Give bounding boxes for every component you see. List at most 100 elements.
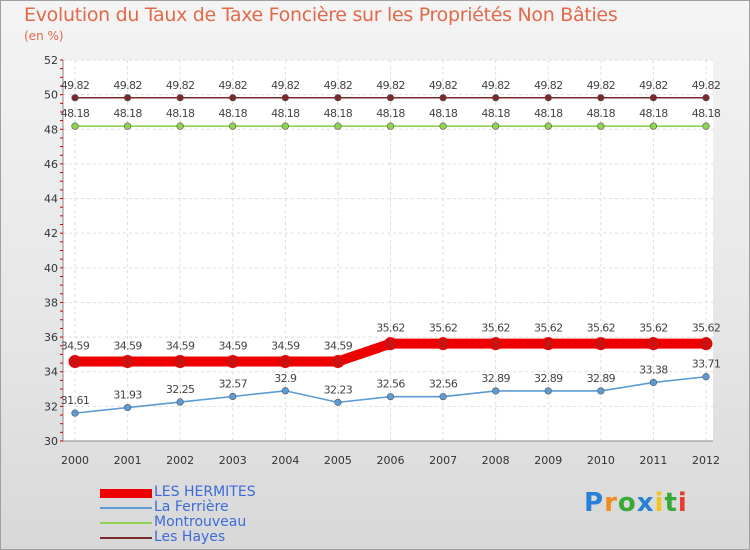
data-label: 49.82 bbox=[324, 79, 353, 92]
y-tick-label: 40 bbox=[44, 262, 58, 275]
y-tick-label: 42 bbox=[44, 227, 58, 240]
data-label: 35.62 bbox=[692, 322, 721, 335]
data-label: 34.59 bbox=[271, 340, 300, 353]
data-point bbox=[597, 387, 605, 395]
data-point bbox=[281, 94, 289, 102]
x-tick-label: 2011 bbox=[639, 454, 667, 467]
data-label: 34.59 bbox=[324, 340, 353, 353]
data-label: 48.18 bbox=[429, 107, 458, 120]
data-point bbox=[71, 409, 79, 417]
data-point bbox=[229, 392, 237, 401]
data-label: 49.82 bbox=[376, 79, 405, 92]
x-tick-label: 2010 bbox=[587, 454, 615, 467]
data-label: 34.59 bbox=[166, 340, 195, 353]
data-point bbox=[436, 337, 450, 351]
x-tick-label: 2002 bbox=[166, 454, 194, 467]
legend-swatch bbox=[100, 489, 152, 498]
y-tick-label: 50 bbox=[44, 89, 58, 102]
data-label: 32.9 bbox=[274, 372, 297, 385]
data-point bbox=[386, 393, 395, 401]
data-point bbox=[71, 122, 79, 130]
data-point bbox=[492, 122, 500, 130]
data-point bbox=[439, 393, 447, 401]
x-tick-label: 2009 bbox=[534, 454, 562, 467]
logo-letter: r bbox=[604, 488, 618, 518]
data-point bbox=[334, 398, 342, 406]
chart-title: Evolution du Taux de Taxe Foncière sur l… bbox=[24, 4, 618, 26]
data-label: 49.82 bbox=[166, 79, 195, 92]
data-label: 35.62 bbox=[587, 322, 616, 335]
data-point bbox=[594, 337, 608, 351]
data-label: 48.18 bbox=[587, 107, 616, 120]
data-label: 49.82 bbox=[429, 79, 458, 92]
data-point bbox=[173, 355, 187, 369]
data-point bbox=[281, 122, 289, 130]
logo-letter: i bbox=[654, 488, 665, 518]
data-point bbox=[68, 355, 82, 369]
data-label: 49.82 bbox=[219, 79, 248, 92]
data-point bbox=[439, 94, 447, 102]
data-point bbox=[123, 94, 132, 102]
data-point bbox=[646, 337, 660, 351]
data-label: 32.89 bbox=[534, 372, 563, 385]
data-label: 48.18 bbox=[692, 107, 721, 120]
data-label: 32.56 bbox=[429, 378, 458, 391]
data-label: 48.18 bbox=[639, 107, 668, 120]
x-tick-label: 2012 bbox=[692, 454, 720, 467]
data-label: 49.82 bbox=[587, 79, 616, 92]
data-label: 48.18 bbox=[324, 107, 353, 120]
y-tick-label: 32 bbox=[44, 400, 58, 413]
y-tick-label: 46 bbox=[44, 158, 58, 171]
unit-label: (en %) bbox=[24, 29, 64, 43]
logo-letter: o bbox=[617, 488, 637, 518]
data-label: 49.82 bbox=[61, 79, 90, 92]
data-point bbox=[229, 122, 237, 130]
data-point bbox=[544, 94, 552, 102]
x-tick-label: 2007 bbox=[429, 454, 457, 467]
data-label: 35.62 bbox=[534, 322, 563, 335]
x-tick-label: 2008 bbox=[482, 454, 510, 467]
data-label: 48.18 bbox=[271, 107, 300, 120]
data-label: 48.18 bbox=[219, 107, 248, 120]
data-label: 32.23 bbox=[324, 383, 353, 396]
data-point bbox=[649, 94, 658, 102]
data-label: 49.82 bbox=[639, 79, 668, 92]
data-point bbox=[334, 94, 342, 102]
data-label: 35.62 bbox=[376, 322, 405, 335]
logo-letter: i bbox=[677, 488, 688, 518]
y-tick-label: 34 bbox=[44, 366, 58, 379]
logo-letter: t bbox=[664, 488, 678, 518]
data-point bbox=[597, 122, 605, 130]
data-label: 48.18 bbox=[534, 107, 563, 120]
x-tick-label: 2000 bbox=[61, 454, 89, 467]
data-label: 49.82 bbox=[113, 79, 142, 92]
data-point bbox=[176, 122, 184, 130]
data-point bbox=[384, 337, 397, 351]
logo-letter: P bbox=[584, 488, 605, 518]
x-tick-label: 2004 bbox=[271, 454, 299, 467]
x-tick-label: 2001 bbox=[114, 454, 142, 467]
data-point bbox=[226, 355, 240, 369]
data-point bbox=[123, 403, 132, 412]
legend-swatch bbox=[100, 507, 152, 509]
data-label: 48.18 bbox=[481, 107, 510, 120]
data-point bbox=[649, 378, 658, 387]
data-point bbox=[281, 387, 289, 395]
legend-swatch bbox=[100, 522, 152, 524]
data-point bbox=[176, 398, 184, 406]
data-label: 32.25 bbox=[166, 383, 195, 396]
data-point bbox=[597, 94, 605, 102]
y-tick-label: 30 bbox=[44, 435, 58, 448]
logo-letter: x bbox=[636, 488, 655, 518]
data-point bbox=[699, 337, 713, 351]
x-tick-label: 2005 bbox=[324, 454, 352, 467]
data-label: 32.56 bbox=[376, 378, 405, 391]
data-point bbox=[176, 94, 184, 102]
legend-label: LES HERMITES bbox=[154, 484, 256, 500]
legend-label: La Ferrière bbox=[154, 499, 229, 515]
data-label: 48.18 bbox=[376, 107, 405, 120]
y-tick-label: 36 bbox=[44, 331, 58, 344]
data-point bbox=[334, 122, 342, 130]
data-point bbox=[649, 122, 658, 130]
